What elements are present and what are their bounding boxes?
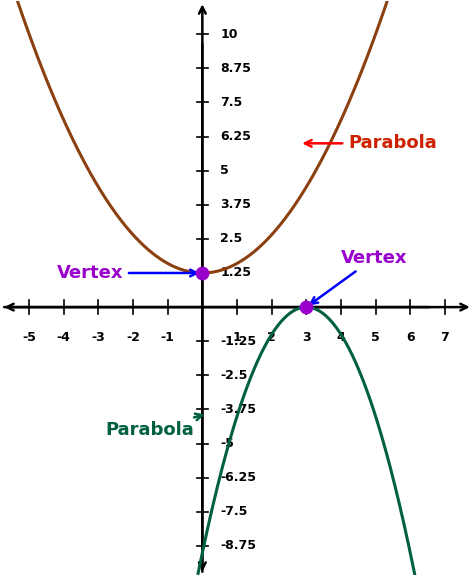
Point: [302, 302, 310, 312]
Text: 1: 1: [233, 331, 241, 344]
Text: 6: 6: [406, 331, 415, 344]
Text: 10: 10: [220, 28, 238, 41]
Text: -7.5: -7.5: [220, 505, 248, 518]
Text: -5: -5: [22, 331, 36, 344]
Text: Parabola: Parabola: [305, 134, 437, 152]
Text: -4: -4: [57, 331, 71, 344]
Text: 2.5: 2.5: [220, 232, 243, 245]
Text: -3.75: -3.75: [220, 403, 256, 416]
Text: Vertex: Vertex: [311, 249, 408, 304]
Text: 3: 3: [302, 331, 310, 344]
Text: -1: -1: [161, 331, 174, 344]
Text: -2: -2: [126, 331, 140, 344]
Text: -6.25: -6.25: [220, 471, 256, 484]
Text: Vertex: Vertex: [57, 264, 197, 282]
Text: 1.25: 1.25: [220, 267, 251, 279]
Text: 7.5: 7.5: [220, 96, 243, 109]
Text: 8.75: 8.75: [220, 62, 251, 75]
Text: -2.5: -2.5: [220, 369, 248, 382]
Text: 3.75: 3.75: [220, 198, 251, 211]
Text: 7: 7: [440, 331, 449, 344]
Text: 5: 5: [371, 331, 380, 344]
Text: Parabola: Parabola: [105, 414, 202, 439]
Point: [199, 268, 206, 278]
Text: 2: 2: [267, 331, 276, 344]
Text: -8.75: -8.75: [220, 540, 256, 552]
Text: 4: 4: [337, 331, 346, 344]
Text: -3: -3: [91, 331, 105, 344]
Text: 6.25: 6.25: [220, 130, 251, 143]
Text: -1.25: -1.25: [220, 335, 256, 348]
Text: -5: -5: [220, 437, 234, 450]
Text: 5: 5: [220, 164, 229, 177]
